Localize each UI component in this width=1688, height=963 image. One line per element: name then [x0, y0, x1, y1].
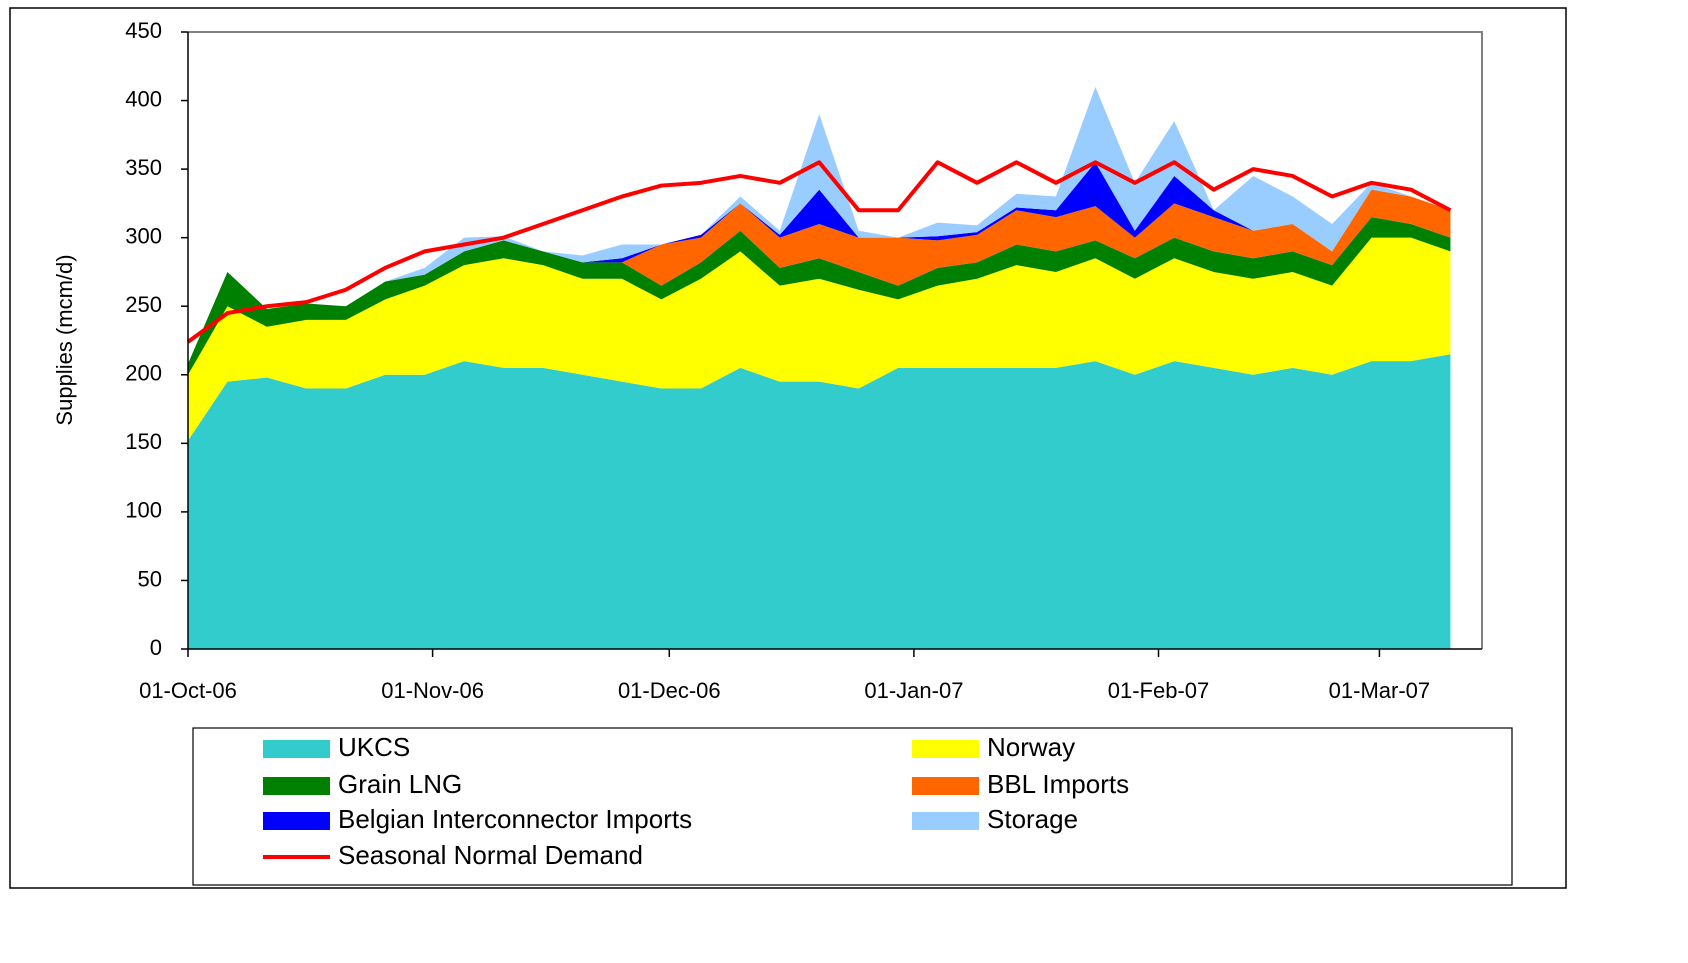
x-tick-label: 01-Feb-07 [1108, 678, 1210, 703]
area [188, 237, 1451, 441]
y-tick-label: 0 [150, 635, 162, 660]
area [188, 354, 1451, 649]
area [188, 86, 1451, 364]
x-tick-label: 01-Mar-07 [1329, 678, 1430, 703]
legend-label: BBL Imports [987, 769, 1129, 799]
legend-swatch [263, 740, 330, 758]
y-tick-label: 150 [125, 429, 162, 454]
legend-swatch [263, 812, 330, 830]
y-tick-label: 100 [125, 498, 162, 523]
plot-frame [188, 31, 1483, 649]
area [188, 189, 1451, 364]
legend-swatch [912, 740, 979, 758]
legend-swatch [912, 777, 979, 795]
legend-label: Storage [987, 804, 1078, 834]
line [186, 160, 1452, 344]
y-tick-label: 450 [125, 18, 162, 43]
legend-label: Norway [987, 732, 1075, 762]
y-tick-label: 400 [125, 86, 162, 111]
legend-box [192, 727, 1513, 886]
y-tick-label: 250 [125, 292, 162, 317]
y-tick-label: 50 [138, 566, 162, 591]
x-tick-label: 01-Nov-06 [381, 678, 484, 703]
legend-swatch [263, 777, 330, 795]
x-tick-label: 01-Jan-07 [864, 678, 963, 703]
legend-swatch [912, 812, 979, 830]
area [188, 162, 1451, 364]
x-tick-label: 01-Dec-06 [618, 678, 721, 703]
y-tick-label: 350 [125, 155, 162, 180]
legend-label: Seasonal Normal Demand [338, 840, 643, 870]
y-tick-label: 200 [125, 361, 162, 386]
y-tick-label: 300 [125, 223, 162, 248]
legend-label: UKCS [338, 732, 410, 762]
legend-label: Grain LNG [338, 769, 462, 799]
legend-label: Belgian Interconnector Imports [338, 804, 692, 834]
area [188, 217, 1451, 375]
x-tick-label: 01-Oct-06 [139, 678, 237, 703]
y-axis-title: Supplies (mcm/d) [52, 254, 77, 425]
